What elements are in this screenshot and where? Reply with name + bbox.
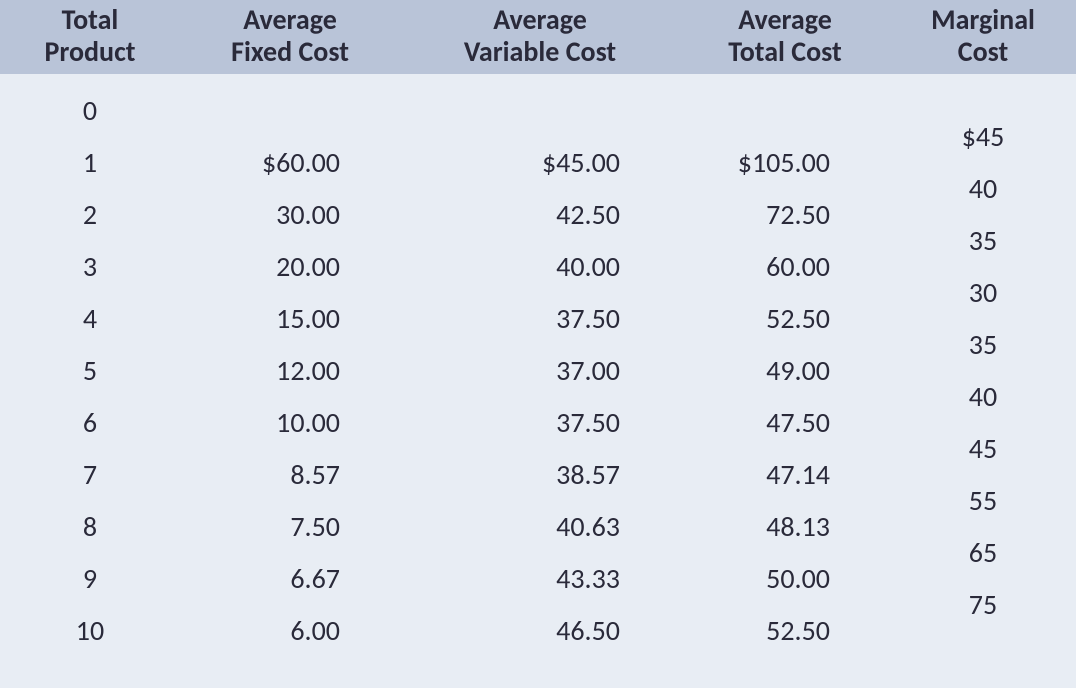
cell-total-product: 0 — [0, 93, 180, 128]
cell-avg-total-cost: 52.50 — [680, 613, 890, 648]
cell-total-product: 2 — [0, 197, 180, 232]
cell-avg-total-cost: 60.00 — [680, 249, 890, 284]
table-header-row: Total Product Average Fixed Cost Average… — [0, 0, 1076, 74]
cell-marginal-cost: 40 — [890, 370, 1076, 422]
cell-total-product: 6 — [0, 405, 180, 440]
cell-avg-fixed-cost: 7.50 — [180, 509, 400, 544]
header-label: Average — [680, 4, 890, 36]
cell-avg-variable-cost: 40.00 — [400, 249, 680, 284]
cell-avg-total-cost: 47.50 — [680, 405, 890, 440]
cell-avg-total-cost: 48.13 — [680, 509, 890, 544]
header-label: Total Cost — [680, 36, 890, 68]
header-label: Product — [0, 36, 180, 68]
cell-avg-fixed-cost: 30.00 — [180, 197, 400, 232]
cell-avg-total-cost: 50.00 — [680, 561, 890, 596]
cell-total-product: 3 — [0, 249, 180, 284]
cell-marginal-cost: 35 — [890, 214, 1076, 266]
header-label: Cost — [890, 36, 1076, 68]
cell-avg-variable-cost: 42.50 — [400, 197, 680, 232]
cell-avg-total-cost: $105.00 — [680, 145, 890, 180]
cell-avg-fixed-cost: 10.00 — [180, 405, 400, 440]
cell-total-product: 1 — [0, 145, 180, 180]
cell-total-product: 5 — [0, 353, 180, 388]
cell-avg-total-cost: 72.50 — [680, 197, 890, 232]
cell-avg-fixed-cost: 8.57 — [180, 457, 400, 492]
header-avg-total-cost: Average Total Cost — [680, 4, 890, 68]
cost-table: Total Product Average Fixed Cost Average… — [0, 0, 1076, 666]
cell-avg-fixed-cost: 6.67 — [180, 561, 400, 596]
cell-marginal-cost: $45 — [890, 110, 1076, 162]
cell-marginal-cost: 65 — [890, 526, 1076, 578]
cell-total-product: 9 — [0, 561, 180, 596]
cell-avg-fixed-cost: 6.00 — [180, 613, 400, 648]
marginal-cost-column: $45403530354045556575 — [890, 84, 1076, 630]
cell-avg-fixed-cost: $60.00 — [180, 145, 400, 180]
cell-avg-total-cost: 49.00 — [680, 353, 890, 388]
cell-avg-total-cost: 47.14 — [680, 457, 890, 492]
cell-avg-total-cost: 52.50 — [680, 301, 890, 336]
cell-avg-fixed-cost: 12.00 — [180, 353, 400, 388]
cell-avg-variable-cost: 37.00 — [400, 353, 680, 388]
header-label: Average — [180, 4, 400, 36]
cell-avg-variable-cost: 43.33 — [400, 561, 680, 596]
cell-avg-variable-cost: 37.50 — [400, 301, 680, 336]
cell-marginal-cost: 30 — [890, 266, 1076, 318]
cell-marginal-cost: 45 — [890, 422, 1076, 474]
cell-avg-variable-cost: 37.50 — [400, 405, 680, 440]
header-label: Marginal — [890, 4, 1076, 36]
cell-marginal-cost: 40 — [890, 162, 1076, 214]
header-avg-variable-cost: Average Variable Cost — [400, 4, 680, 68]
header-label: Total — [0, 4, 180, 36]
cell-marginal-cost: 75 — [890, 578, 1076, 630]
cell-avg-variable-cost: 40.63 — [400, 509, 680, 544]
table-body: 0 1$60.00$45.00$105.00 230.0042.5072.50 320… — [0, 74, 1076, 666]
cell-marginal-cost: 55 — [890, 474, 1076, 526]
cell-avg-fixed-cost: 20.00 — [180, 249, 400, 284]
cell-total-product: 4 — [0, 301, 180, 336]
cell-avg-variable-cost: $45.00 — [400, 145, 680, 180]
header-marginal-cost: Marginal Cost — [890, 4, 1076, 68]
cell-marginal-cost: 35 — [890, 318, 1076, 370]
header-avg-fixed-cost: Average Fixed Cost — [180, 4, 400, 68]
cell-avg-fixed-cost: 15.00 — [180, 301, 400, 336]
cell-total-product: 10 — [0, 613, 180, 648]
header-total-product: Total Product — [0, 4, 180, 68]
cell-total-product: 8 — [0, 509, 180, 544]
cell-total-product: 7 — [0, 457, 180, 492]
header-label: Average — [400, 4, 680, 36]
cell-avg-variable-cost: 38.57 — [400, 457, 680, 492]
cell-avg-variable-cost: 46.50 — [400, 613, 680, 648]
header-label: Fixed Cost — [180, 36, 400, 68]
header-label: Variable Cost — [400, 36, 680, 68]
